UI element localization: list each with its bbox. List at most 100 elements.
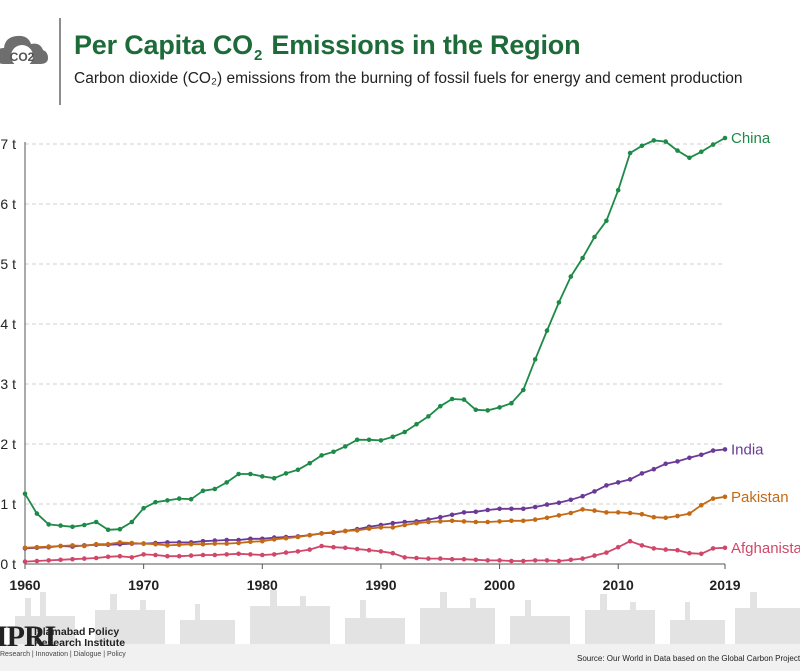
data-point-china xyxy=(699,149,704,155)
data-point-pakistan xyxy=(307,532,313,538)
data-point-china xyxy=(675,148,680,153)
data-point-pakistan xyxy=(521,518,526,524)
data-point-pakistan xyxy=(354,528,360,533)
data-point-china xyxy=(283,471,289,476)
data-point-afghanistan xyxy=(615,544,621,550)
title-subscript: 2 xyxy=(253,47,263,64)
data-point-afghanistan xyxy=(319,543,324,549)
data-point-pakistan xyxy=(651,514,657,520)
data-point-afghanistan xyxy=(722,545,728,551)
data-point-pakistan xyxy=(236,540,241,546)
data-point-pakistan xyxy=(532,517,538,522)
y-tick-label: 1 t xyxy=(0,496,16,512)
data-point-afghanistan xyxy=(532,558,538,563)
data-point-pakistan xyxy=(438,519,443,524)
data-point-china xyxy=(378,438,384,443)
data-point-afghanistan xyxy=(22,559,28,564)
data-point-china xyxy=(93,519,99,525)
data-point-china xyxy=(402,429,408,435)
data-point-china xyxy=(651,138,657,143)
data-point-afghanistan xyxy=(449,556,455,562)
data-point-pakistan xyxy=(710,496,716,501)
data-point-china xyxy=(22,491,28,497)
data-point-pakistan xyxy=(117,540,123,545)
data-point-india xyxy=(461,510,467,515)
data-point-china xyxy=(592,234,597,240)
data-point-india xyxy=(544,502,550,507)
y-axis: 0 t 1 t 2 t 3 t 4 t 5 t 6 t 7 t xyxy=(0,136,26,572)
data-point-china xyxy=(34,511,40,516)
data-point-china xyxy=(319,453,324,458)
data-point-pakistan xyxy=(141,541,146,546)
data-point-afghanistan xyxy=(331,544,336,550)
data-point-afghanistan xyxy=(710,546,716,551)
y-tick-label: 4 t xyxy=(0,316,16,332)
org-name-line2: Research Institute xyxy=(34,637,126,649)
data-point-afghanistan xyxy=(260,552,265,558)
x-tick-label: 2019 xyxy=(709,577,740,592)
data-point-pakistan xyxy=(485,519,491,525)
data-point-afghanistan xyxy=(283,550,289,555)
series-afghanistan: Afghanistan xyxy=(22,538,800,564)
data-point-china xyxy=(354,437,360,443)
data-point-pakistan xyxy=(343,528,348,534)
data-point-pakistan xyxy=(105,541,111,547)
data-point-afghanistan xyxy=(46,558,51,563)
data-point-afghanistan xyxy=(663,547,668,552)
data-point-china xyxy=(604,218,609,224)
data-point-afghanistan xyxy=(378,549,384,554)
data-point-china xyxy=(200,488,206,494)
data-point-pakistan xyxy=(331,529,336,535)
data-point-pakistan xyxy=(473,519,479,525)
data-point-india xyxy=(390,520,396,526)
data-point-afghanistan xyxy=(497,558,502,563)
series-lines: China India Pakistan Afghanistan xyxy=(22,130,800,564)
data-point-pakistan xyxy=(283,535,289,541)
data-point-pakistan xyxy=(319,531,324,536)
data-point-china xyxy=(236,471,241,477)
series-label-india: India xyxy=(731,441,764,458)
data-point-china xyxy=(188,496,194,502)
data-point-pakistan xyxy=(22,545,28,551)
data-point-china xyxy=(521,387,526,393)
data-point-china xyxy=(331,449,336,455)
y-tick-label: 3 t xyxy=(0,376,16,392)
x-tick-label: 1980 xyxy=(247,577,278,592)
data-point-china xyxy=(58,523,63,528)
data-point-pakistan xyxy=(70,543,75,548)
data-point-afghanistan xyxy=(675,547,680,553)
data-point-pakistan xyxy=(699,502,704,508)
data-point-pakistan xyxy=(580,507,585,512)
data-point-pakistan xyxy=(212,541,218,546)
data-point-pakistan xyxy=(58,543,63,549)
data-point-pakistan xyxy=(153,541,158,547)
data-point-india xyxy=(224,537,229,543)
data-point-pakistan xyxy=(568,510,574,516)
x-tick-label: 1960 xyxy=(9,577,40,592)
data-point-pakistan xyxy=(592,508,597,513)
data-point-afghanistan xyxy=(568,557,574,563)
data-point-afghanistan xyxy=(687,550,692,556)
series-india: India xyxy=(22,441,764,551)
line-chart: 0 t 1 t 2 t 3 t 4 t 5 t 6 t 7 t 1960 1970 1980 199… xyxy=(0,130,800,592)
data-point-afghanistan xyxy=(176,553,182,559)
org-logo: IPRI xyxy=(0,620,56,653)
data-point-pakistan xyxy=(426,519,431,525)
data-point-afghanistan xyxy=(82,556,87,561)
data-point-afghanistan xyxy=(604,550,609,555)
data-point-pakistan xyxy=(200,541,206,547)
data-point-afghanistan xyxy=(627,538,633,544)
x-tick-label: 1970 xyxy=(128,577,159,592)
data-point-pakistan xyxy=(46,544,51,549)
data-point-pakistan xyxy=(271,537,277,542)
co2-logo-text: CO2 xyxy=(10,50,35,64)
data-point-china xyxy=(248,471,253,477)
data-point-afghanistan xyxy=(426,556,431,561)
data-point-india xyxy=(604,483,609,488)
data-point-china xyxy=(722,135,728,141)
data-point-afghanistan xyxy=(366,547,372,553)
data-point-china xyxy=(544,328,550,333)
data-point-pakistan xyxy=(663,515,668,521)
data-point-pakistan xyxy=(260,538,265,544)
data-point-china xyxy=(497,405,502,410)
